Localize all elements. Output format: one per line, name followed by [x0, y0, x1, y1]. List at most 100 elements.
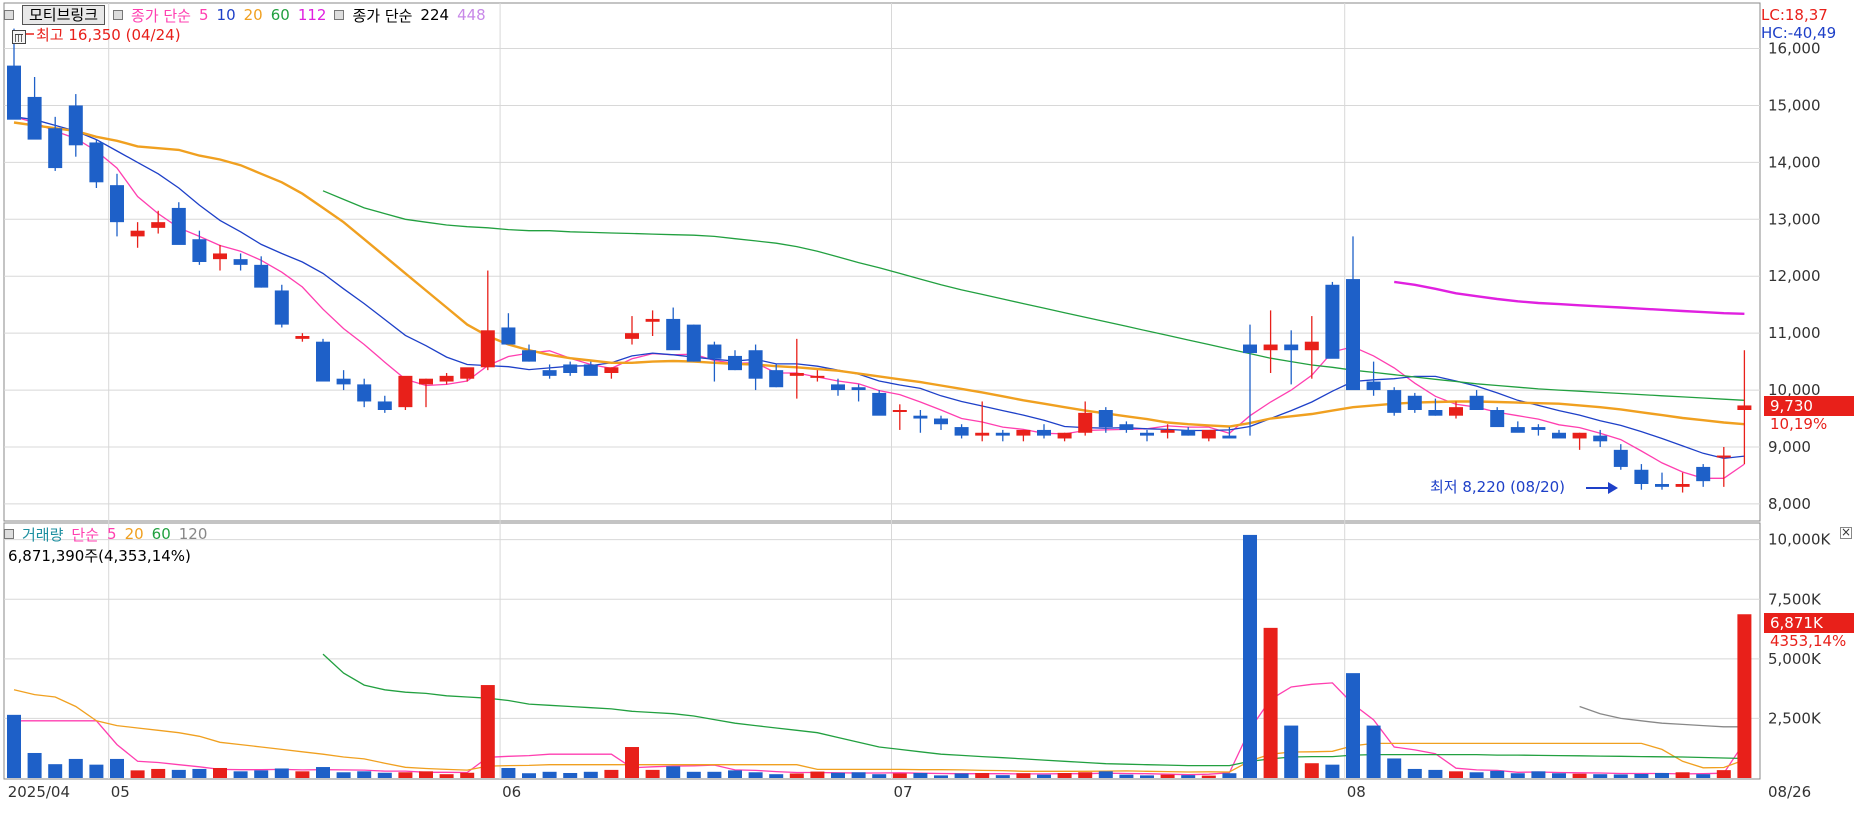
- candle-body: [357, 384, 372, 402]
- candle-body: [563, 364, 578, 373]
- ma-period-10[interactable]: 10: [216, 6, 236, 24]
- hc-label: HC:-40,49: [1761, 24, 1836, 42]
- volume-bar: [1222, 773, 1237, 778]
- date-tick-label: 07: [894, 783, 913, 801]
- close-icon[interactable]: ×: [1840, 525, 1852, 539]
- candle-body: [1716, 455, 1731, 458]
- candle-body: [1304, 341, 1319, 351]
- candle-body: [913, 415, 928, 419]
- candle-body: [110, 185, 124, 223]
- price-ma-layer: [13, 116, 1745, 479]
- candle-body: [769, 370, 784, 388]
- date-tick-label: 08/26: [1768, 783, 1811, 801]
- candle-body: [1469, 395, 1484, 410]
- candle-body: [728, 355, 742, 371]
- volume-tick-label: 2,500K: [1768, 709, 1822, 727]
- ma-period-112[interactable]: 112: [297, 6, 327, 24]
- candle-body: [254, 264, 269, 288]
- volume-bar: [1366, 725, 1381, 778]
- volume-label[interactable]: 거래량: [22, 525, 64, 544]
- vol-ma-period-20[interactable]: 20: [124, 525, 144, 543]
- vol-ma-period-120[interactable]: 120: [178, 525, 208, 543]
- volume-ma-line-5: [14, 682, 1745, 776]
- legend-square-icon[interactable]: [4, 10, 14, 20]
- candle-body: [625, 333, 639, 339]
- volume-bar: [1304, 763, 1319, 778]
- volume-tick-label: 5,000K: [1768, 650, 1822, 668]
- price-ma-label-2[interactable]: 종가 단순: [352, 6, 413, 25]
- volume-bar: [872, 774, 887, 778]
- legend-square-icon[interactable]: [113, 10, 124, 20]
- volume-bar: [913, 772, 928, 778]
- volume-bar: [48, 764, 63, 778]
- volume-bar: [295, 771, 310, 778]
- volume-bar: [1531, 771, 1546, 778]
- volume-bar: [89, 764, 104, 778]
- volume-bar: [501, 767, 516, 778]
- candles: [7, 28, 1752, 493]
- price-legend: 모티브링크 종가 단순 5 10 20 60 112 종가 단순 224 448: [4, 4, 494, 26]
- ma-period-224[interactable]: 224: [420, 6, 450, 24]
- high-marker-label: 최고 16,350 (04/24): [36, 26, 181, 44]
- volume-bar: [583, 771, 598, 778]
- vol-ma-period-60[interactable]: 60: [151, 525, 171, 543]
- volume-bar: [1510, 773, 1525, 778]
- volume-bar: [192, 768, 207, 778]
- candle-body: [1387, 390, 1402, 413]
- candle-body: [1057, 432, 1072, 439]
- volume-bar: [460, 772, 475, 778]
- volume-bar: [769, 774, 784, 778]
- volume-bar: [1552, 773, 1566, 778]
- lc-label: LC:18,37: [1761, 6, 1828, 24]
- ma-period-5[interactable]: 5: [198, 6, 209, 24]
- ma-line-60: [322, 190, 1745, 401]
- volume-bar: [480, 685, 495, 778]
- volume-bar: [789, 773, 804, 778]
- ma-line-112: [1394, 280, 1745, 315]
- price-tick-label: 14,000: [1768, 153, 1821, 171]
- candle-body: [1449, 407, 1463, 416]
- candle-body: [336, 378, 351, 385]
- candle-body: [398, 375, 413, 408]
- candle-body: [1181, 429, 1196, 436]
- legend-square-icon[interactable]: [334, 10, 345, 20]
- volume-bar: [686, 771, 701, 778]
- candle-body: [1613, 449, 1628, 467]
- volume-bar: [1346, 673, 1360, 778]
- stock-name[interactable]: 모티브링크: [22, 5, 106, 25]
- volume-ma-layer: [13, 653, 1745, 776]
- candle-body: [1490, 410, 1505, 428]
- candle-body: [542, 370, 557, 376]
- volume-bar: [1428, 769, 1443, 778]
- volume-bar: [68, 758, 83, 778]
- candle-body: [851, 387, 866, 391]
- candle-body: [7, 65, 21, 120]
- ma-period-60[interactable]: 60: [270, 6, 290, 24]
- vol-ma-period-5[interactable]: 5: [107, 525, 117, 543]
- volume-bar: [1078, 772, 1093, 778]
- volume-bar: [336, 772, 351, 778]
- price-ma-label[interactable]: 종가 단순: [131, 6, 191, 25]
- candle-body: [1037, 429, 1051, 436]
- candle-body: [151, 222, 166, 228]
- price-tick-label: 8,000: [1768, 495, 1811, 513]
- price-tick-label: 10,000: [1768, 381, 1821, 399]
- candle-body: [1119, 424, 1134, 430]
- ma-period-448[interactable]: 448: [457, 6, 486, 24]
- candle-body: [1201, 429, 1216, 439]
- candle-body: [934, 418, 948, 425]
- ma-period-20[interactable]: 20: [243, 6, 263, 24]
- volume-ma-label[interactable]: 단순: [71, 525, 100, 544]
- candle-body: [460, 367, 475, 379]
- candle-body: [68, 105, 83, 146]
- volume-bar: [1469, 772, 1484, 778]
- calendar-icon[interactable]: [12, 30, 26, 44]
- candle-body: [1428, 410, 1443, 416]
- candle-body: [89, 142, 104, 183]
- candle-body: [872, 392, 887, 416]
- candle-body: [645, 318, 660, 322]
- legend-square-icon[interactable]: [4, 529, 14, 539]
- price-tick-label: 9,000: [1768, 438, 1811, 456]
- candle-body: [1346, 279, 1360, 391]
- volume-bars: [7, 534, 1752, 778]
